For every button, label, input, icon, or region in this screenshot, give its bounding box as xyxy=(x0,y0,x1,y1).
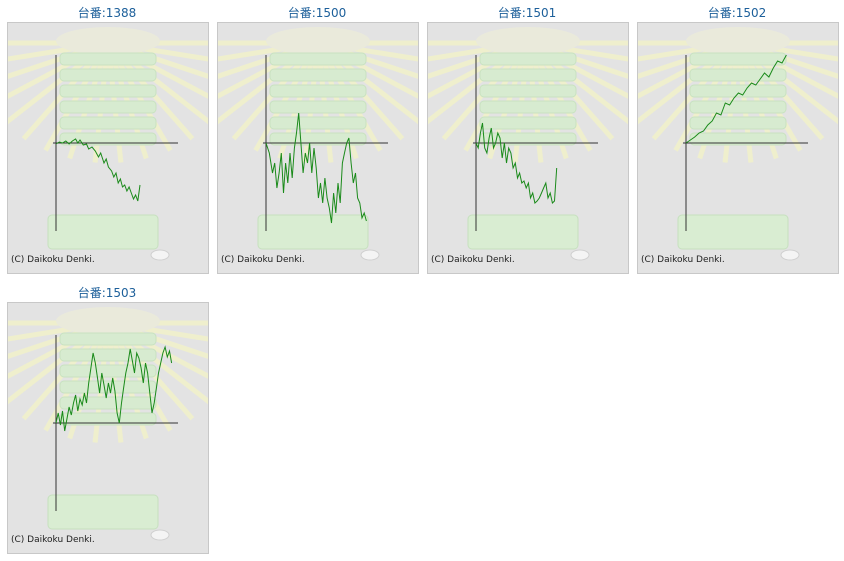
copyright-text: (C) Daikoku Denki. xyxy=(431,255,515,265)
slump-line xyxy=(475,122,558,204)
machine-card[interactable]: 台番:1500 (C) Daikoku Denki. xyxy=(215,2,419,274)
machine-card[interactable]: 台番:1502 (C) Daikoku Denki. xyxy=(635,2,839,274)
copyright-text: (C) Daikoku Denki. xyxy=(221,255,305,265)
graph-panel: (C) Daikoku Denki. xyxy=(427,22,629,274)
graph-panel: (C) Daikoku Denki. xyxy=(637,22,839,274)
slump-graph xyxy=(218,27,418,261)
machine-card[interactable]: 台番:1501 (C) Daikoku Denki. xyxy=(425,2,629,274)
machine-title[interactable]: 台番:1388 xyxy=(77,6,137,20)
copyright-text: (C) Daikoku Denki. xyxy=(11,255,95,265)
machine-title[interactable]: 台番:1503 xyxy=(77,286,137,300)
copyright-text: (C) Daikoku Denki. xyxy=(641,255,725,265)
slump-graph xyxy=(8,307,208,541)
slump-graph xyxy=(638,27,838,261)
background-illustration xyxy=(8,307,208,541)
graph-panel: (C) Daikoku Denki. xyxy=(217,22,419,274)
slump-line xyxy=(55,138,141,202)
machine-card[interactable]: 台番:1388 (C) Daikoku Denki. xyxy=(5,2,209,274)
slump-graph xyxy=(428,27,628,261)
copyright-text: (C) Daikoku Denki. xyxy=(11,535,95,545)
graph-panel: (C) Daikoku Denki. xyxy=(7,302,209,554)
machine-card[interactable]: 台番:1503 (C) Daikoku Denki. xyxy=(5,282,209,554)
slump-line xyxy=(265,112,367,224)
slump-graph xyxy=(8,27,208,261)
background-illustration xyxy=(638,27,838,261)
machine-title[interactable]: 台番:1501 xyxy=(497,6,557,20)
slump-line xyxy=(685,54,787,144)
graph-panel: (C) Daikoku Denki. xyxy=(7,22,209,274)
slump-line xyxy=(55,345,173,432)
machine-title[interactable]: 台番:1502 xyxy=(707,6,767,20)
background-illustration xyxy=(218,27,418,261)
background-illustration xyxy=(428,27,628,261)
machine-title[interactable]: 台番:1500 xyxy=(287,6,347,20)
